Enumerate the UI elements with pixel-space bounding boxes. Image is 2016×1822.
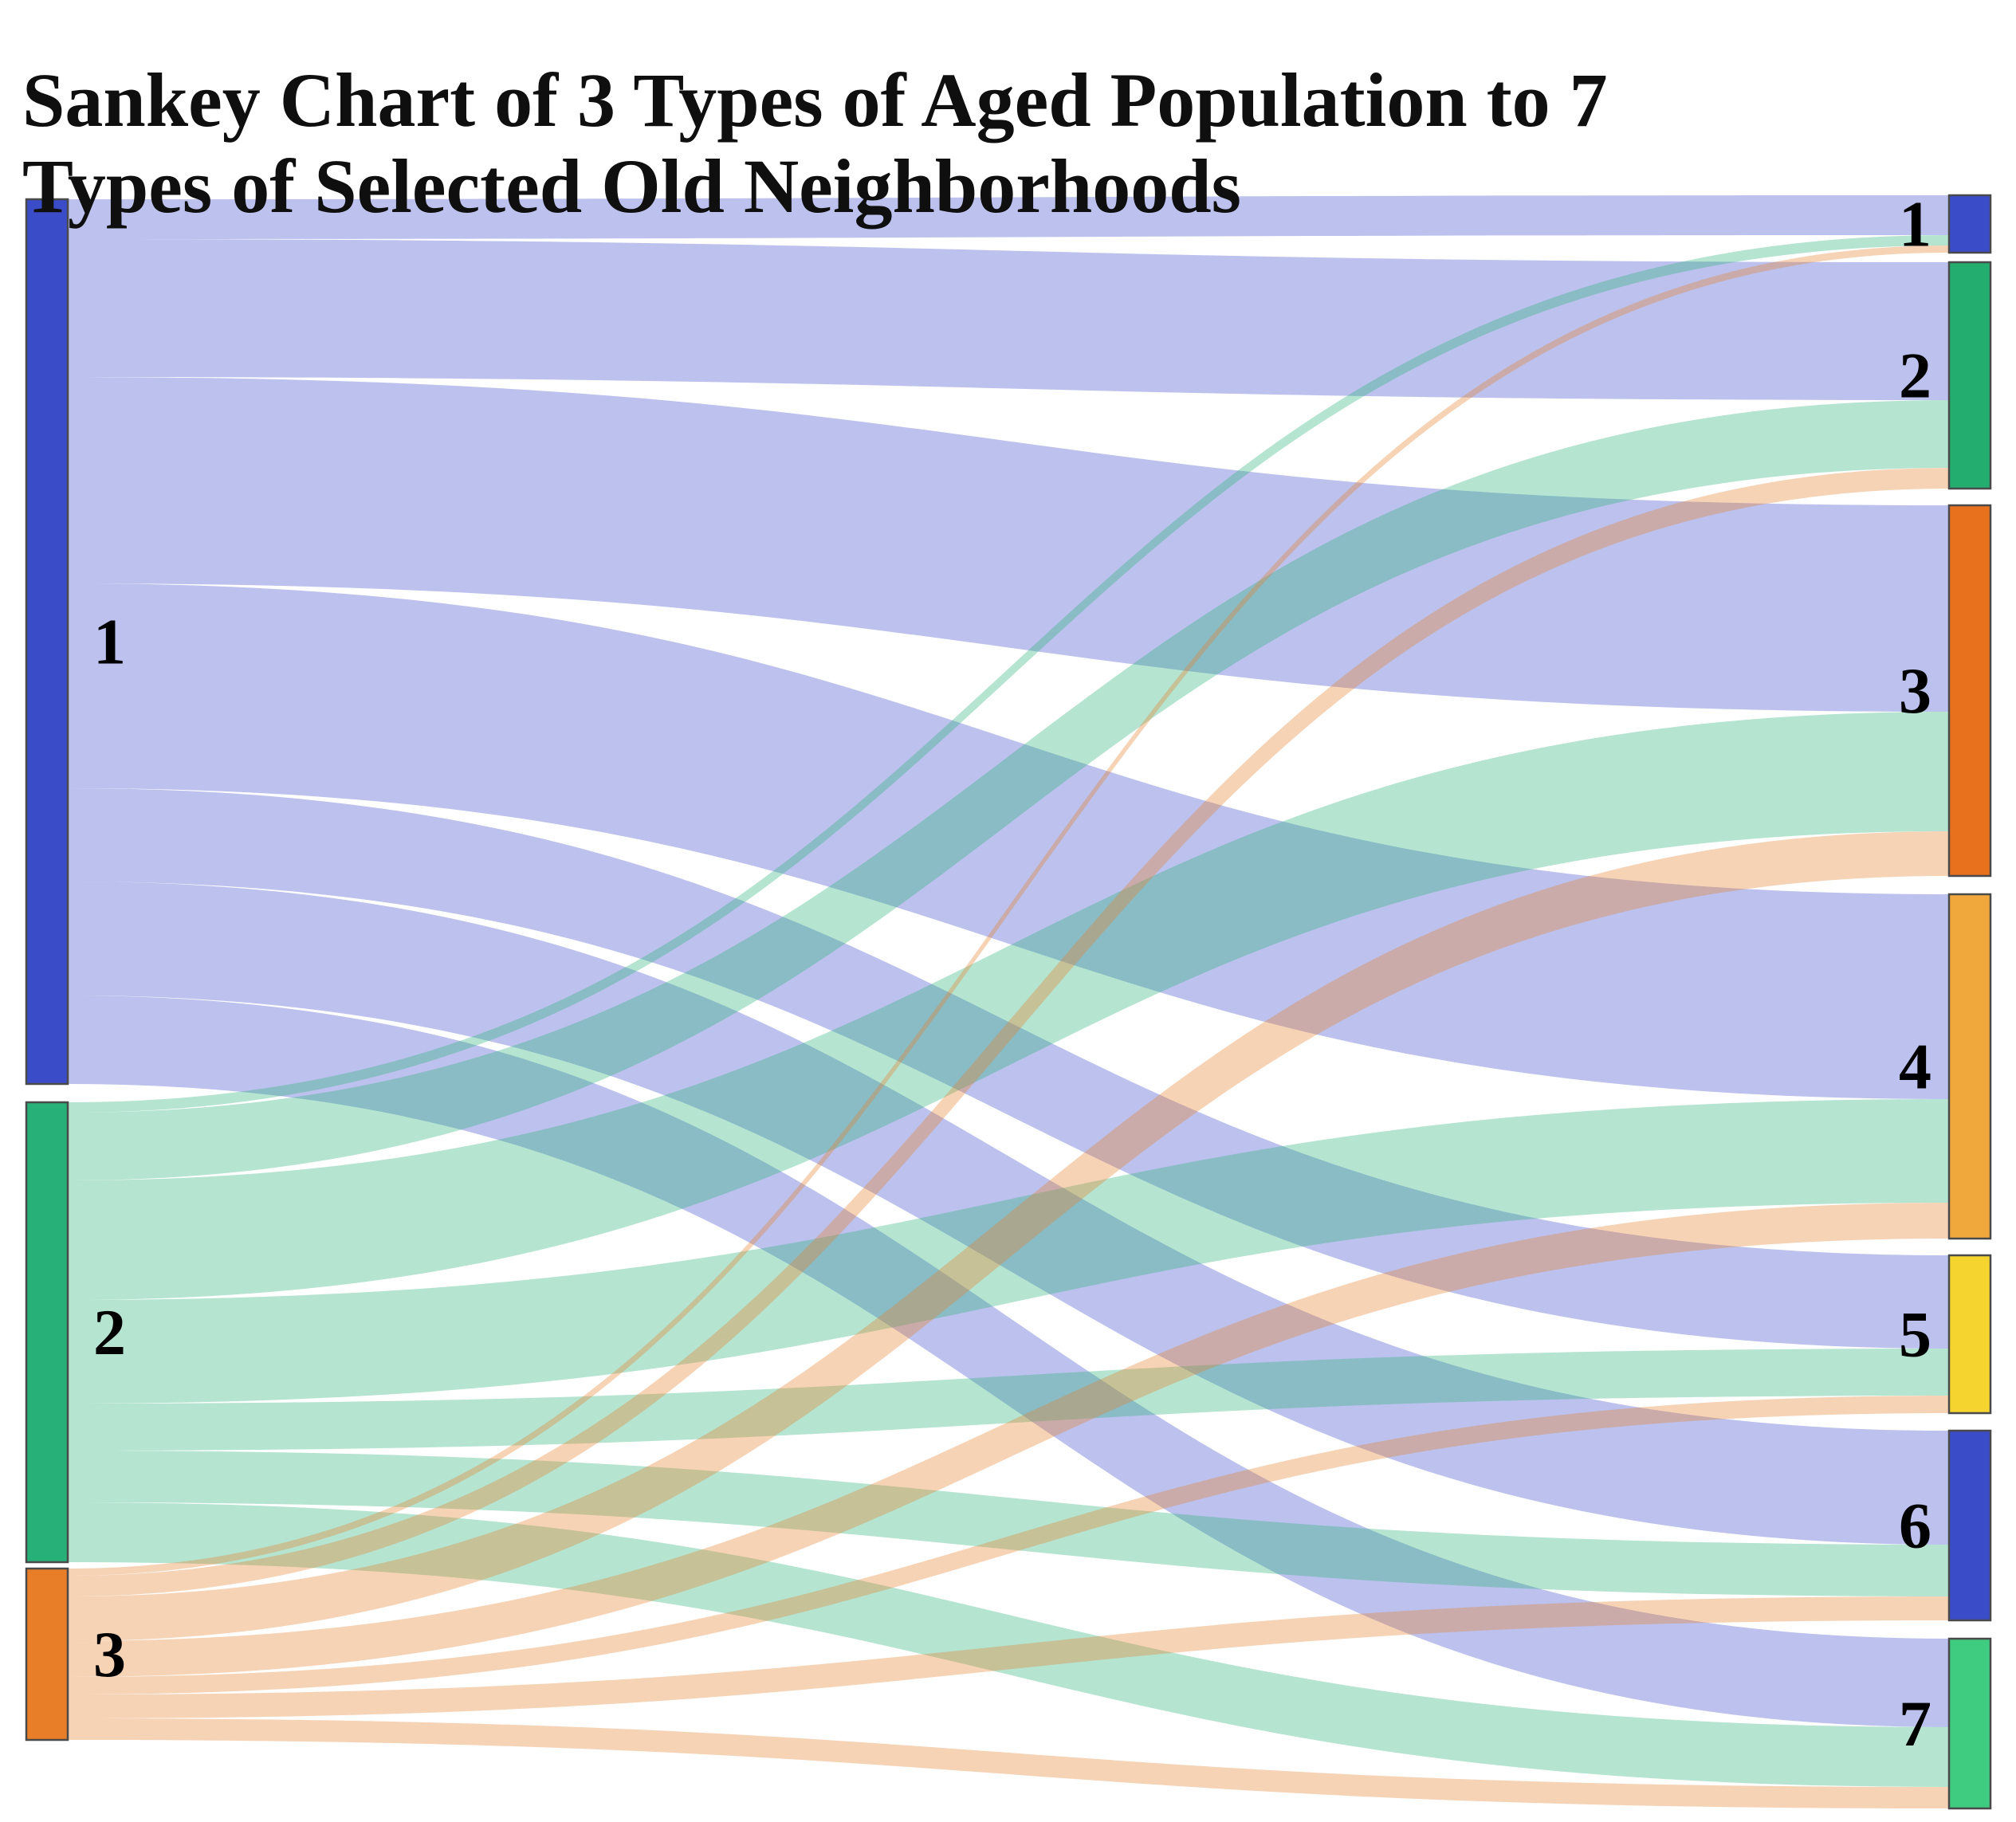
sankey-flow-3-to-4 [68,1203,1949,1677]
sankey-nodes-layer [25,194,1992,1810]
sankey-flow-1-to-6 [68,882,1949,1545]
sankey-flow-3-to-7 [68,1718,1949,1808]
sankey-flow-2-to-4 [68,1099,1949,1404]
sankey-links-layer [68,195,1949,1808]
target-node-label-7: 7 [1899,1687,1932,1760]
sankey-flow-2-to-3 [68,712,1949,1300]
target-node-2 [1947,261,1992,490]
source-node-1 [25,198,69,1086]
source-node-label-1: 1 [93,606,126,678]
target-node-3 [1947,504,1992,878]
target-node-1 [1947,194,1992,254]
sankey-flow-3-to-1 [68,245,1949,1576]
sankey-flow-1-to-7 [68,995,1949,1727]
sankey-flow-3-to-2 [68,468,1949,1596]
target-node-6 [1947,1429,1992,1622]
sankey-flow-3-to-5 [68,1396,1949,1694]
sankey-flow-2-to-1 [68,235,1949,1113]
target-node-label-6: 6 [1899,1490,1932,1562]
sankey-flow-2-to-7 [68,1502,1949,1787]
sankey-flow-2-to-5 [68,1349,1949,1451]
sankey-flow-1-to-4 [68,583,1949,1099]
source-node-3 [25,1567,69,1742]
target-node-7 [1947,1637,1992,1810]
source-node-label-3: 3 [93,1618,126,1690]
target-node-label-5: 5 [1899,1298,1932,1371]
sankey-flow-2-to-2 [68,400,1949,1180]
sankey-flow-1-to-3 [68,377,1949,712]
target-node-label-4: 4 [1899,1031,1932,1103]
target-node-label-2: 2 [1899,340,1932,412]
source-node-2 [25,1101,69,1564]
target-node-4 [1947,893,1992,1240]
sankey-flow-1-to-5 [68,788,1949,1349]
sankey-flow-3-to-6 [68,1596,1949,1718]
target-node-label-1: 1 [1899,188,1932,261]
target-node-5 [1947,1254,1992,1415]
sankey-flow-1-to-1 [68,195,1949,239]
sankey-flow-1-to-2 [68,239,1949,400]
source-node-label-2: 2 [93,1296,126,1368]
sankey-flow-3-to-3 [68,831,1949,1641]
sankey-labels-layer: 1 2 3 1 2 3 4 5 6 7 [93,188,1932,1761]
sankey-flow-2-to-6 [68,1451,1949,1596]
target-node-label-3: 3 [1899,654,1932,727]
